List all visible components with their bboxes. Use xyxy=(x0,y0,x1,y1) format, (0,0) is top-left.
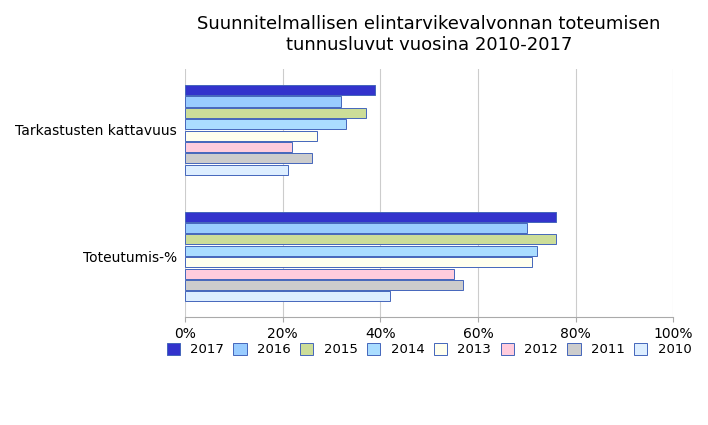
Bar xyxy=(185,291,390,301)
Bar xyxy=(185,108,366,118)
Bar xyxy=(185,280,463,290)
Bar xyxy=(185,257,532,267)
Bar xyxy=(185,142,292,152)
Legend: 2017, 2016, 2015, 2014, 2013, 2012, 2011, 2010: 2017, 2016, 2015, 2014, 2013, 2012, 2011… xyxy=(163,339,696,360)
Bar xyxy=(185,165,287,175)
Title: Suunnitelmallisen elintarvikevalvonnan toteumisen
tunnusluvut vuosina 2010-2017: Suunnitelmallisen elintarvikevalvonnan t… xyxy=(198,15,661,54)
Bar xyxy=(185,246,537,256)
Bar xyxy=(185,96,341,107)
Bar xyxy=(185,130,317,141)
Bar xyxy=(185,269,454,278)
Bar xyxy=(185,212,556,221)
Bar xyxy=(185,85,375,95)
Bar xyxy=(185,234,556,244)
Bar xyxy=(185,153,312,164)
Bar xyxy=(185,119,346,129)
Bar xyxy=(185,223,527,233)
